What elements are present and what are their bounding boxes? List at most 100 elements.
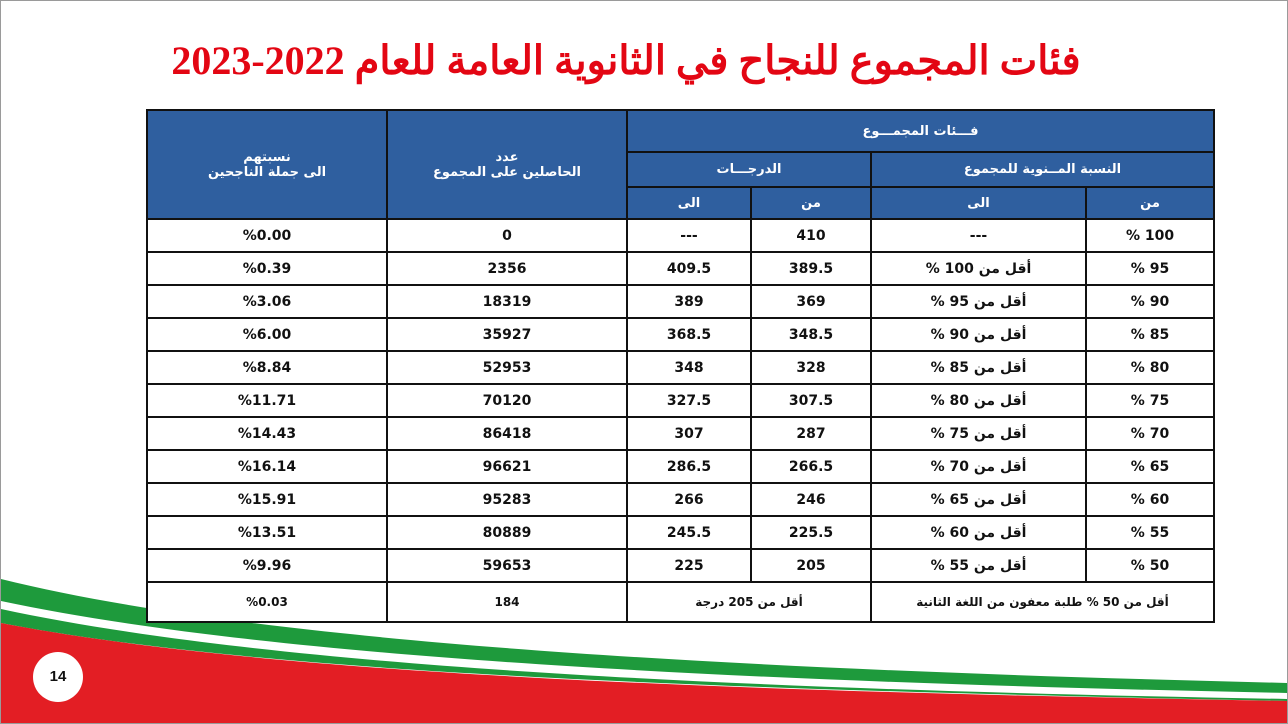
table-cell: 368.5 (626, 317, 752, 352)
table-cell: 0 (386, 218, 628, 253)
table-cell: %9.96 (146, 548, 388, 583)
red-swoosh (1, 623, 1287, 723)
table-cell: % 85 (1085, 317, 1215, 352)
table-cell: 369 (750, 284, 872, 319)
table-cell: أقل من 85 % (870, 350, 1087, 385)
table-row: % 50 أقل من 55 % 205 225 59653 %9.96 (146, 548, 1215, 583)
table-cell: أقل من 100 % (870, 251, 1087, 286)
header-cell: من (750, 186, 872, 220)
table-cell: أقل من 70 % (870, 449, 1087, 484)
header-line: الحاصلين على المجموع (432, 164, 582, 180)
table-cell: 409.5 (626, 251, 752, 286)
table-cell: % 50 (1085, 548, 1215, 583)
header-cell: فـــئات المجمـــوع (626, 109, 1215, 153)
table-cell: 307 (626, 416, 752, 451)
table-row: % 60 أقل من 65 % 246 266 95283 %15.91 (146, 482, 1215, 517)
table-cell: % 75 (1085, 383, 1215, 418)
table-cell: 327.5 (626, 383, 752, 418)
header-cell: النسبة المــنوية للمجموع (870, 151, 1215, 188)
table-body: % 100 --- 410 --- 0 %0.00% 95 أقل من 100 % 389.… (146, 218, 1215, 623)
title: فئات المجموع للنجاح في الثانوية العامة ل… (171, 38, 1081, 83)
table-cell: 389.5 (750, 251, 872, 286)
table-cell: %13.51 (146, 515, 388, 550)
table-cell: % 55 (1085, 515, 1215, 550)
table-row: % 85 أقل من 90 % 348.5 368.5 35927 %6.00 (146, 317, 1215, 352)
table-cell: %0.39 (146, 251, 388, 286)
table-cell: 70120 (386, 383, 628, 418)
table-cell: 184 (386, 581, 628, 623)
table-cell: %16.14 (146, 449, 388, 484)
table: فـــئات المجمـــوع عدد الحاصلين على المجم… (146, 109, 1215, 623)
table-cell: 95283 (386, 482, 628, 517)
page-number: 14 (33, 652, 83, 702)
table-row: % 95 أقل من 100 % 389.5 409.5 2356 %0.39 (146, 251, 1215, 286)
table-cell: %0.00 (146, 218, 388, 253)
table-cell: 80889 (386, 515, 628, 550)
table-cell: 18319 (386, 284, 628, 319)
table-cell: % 95 (1085, 251, 1215, 286)
table-cell: 2356 (386, 251, 628, 286)
table-cell: % 80 (1085, 350, 1215, 385)
header-cell: من (1085, 186, 1215, 220)
table-cell: %8.84 (146, 350, 388, 385)
header-cell: الى (626, 186, 752, 220)
table-cell: أقل من 205 درجة (626, 581, 872, 623)
table-cell: 410 (750, 218, 872, 253)
table-row: % 80 أقل من 85 % 328 348 52953 %8.84 (146, 350, 1215, 385)
table-cell: 52953 (386, 350, 628, 385)
table-cell: أقل من 55 % (870, 548, 1087, 583)
table-cell: 246 (750, 482, 872, 517)
table-row: أقل من 50 % طلبة معفون من اللغة الثانية أ… (146, 581, 1215, 623)
table-cell: % 90 (1085, 284, 1215, 319)
table-cell: 348 (626, 350, 752, 385)
table-cell: 59653 (386, 548, 628, 583)
table-cell: %14.43 (146, 416, 388, 451)
table-cell: 205 (750, 548, 872, 583)
table-cell: 96621 (386, 449, 628, 484)
table-row: % 100 --- 410 --- 0 %0.00 (146, 218, 1215, 253)
table-cell: أقل من 90 % (870, 317, 1087, 352)
table-cell: % 100 (1085, 218, 1215, 253)
table-cell: أقل من 50 % طلبة معفون من اللغة الثانية (870, 581, 1215, 623)
table-cell: % 60 (1085, 482, 1215, 517)
header-cell: الدرجـــات (626, 151, 872, 188)
table-cell: أقل من 65 % (870, 482, 1087, 517)
table-cell: 287 (750, 416, 872, 451)
table-cell: % 70 (1085, 416, 1215, 451)
table-cell: %3.06 (146, 284, 388, 319)
table-cell: أقل من 95 % (870, 284, 1087, 319)
table-cell: 348.5 (750, 317, 872, 352)
table-cell: % 65 (1085, 449, 1215, 484)
header-cell: عدد الحاصلين على المجموع (386, 109, 628, 220)
table-cell: 328 (750, 350, 872, 385)
table-cell: 225 (626, 548, 752, 583)
table-cell: 266.5 (750, 449, 872, 484)
header-line: نسبتهم (243, 149, 291, 165)
table-cell: 245.5 (626, 515, 752, 550)
table-cell: %11.71 (146, 383, 388, 418)
table-cell: 307.5 (750, 383, 872, 418)
table-cell: 35927 (386, 317, 628, 352)
table-cell: أقل من 60 % (870, 515, 1087, 550)
table-cell: --- (870, 218, 1087, 253)
table-cell: 286.5 (626, 449, 752, 484)
table-cell: %15.91 (146, 482, 388, 517)
table-row: % 65 أقل من 70 % 266.5 286.5 96621 %16.14 (146, 449, 1215, 484)
table-cell: أقل من 75 % (870, 416, 1087, 451)
table-cell: %0.03 (146, 581, 388, 623)
table-cell: %6.00 (146, 317, 388, 352)
table-cell: 266 (626, 482, 752, 517)
header-line: الى جملة الناجحين (207, 164, 327, 180)
table-cell: 86418 (386, 416, 628, 451)
table-cell: 389 (626, 284, 752, 319)
table-row: % 90 أقل من 95 % 369 389 18319 %3.06 (146, 284, 1215, 319)
header-cell: الى (870, 186, 1087, 220)
table-cell: --- (626, 218, 752, 253)
table-row: % 55 أقل من 60 % 225.5 245.5 80889 %13.51 (146, 515, 1215, 550)
table-cell: 225.5 (750, 515, 872, 550)
header-line: عدد (495, 149, 519, 165)
table-row: % 75 أقل من 80 % 307.5 327.5 70120 %11.71 (146, 383, 1215, 418)
